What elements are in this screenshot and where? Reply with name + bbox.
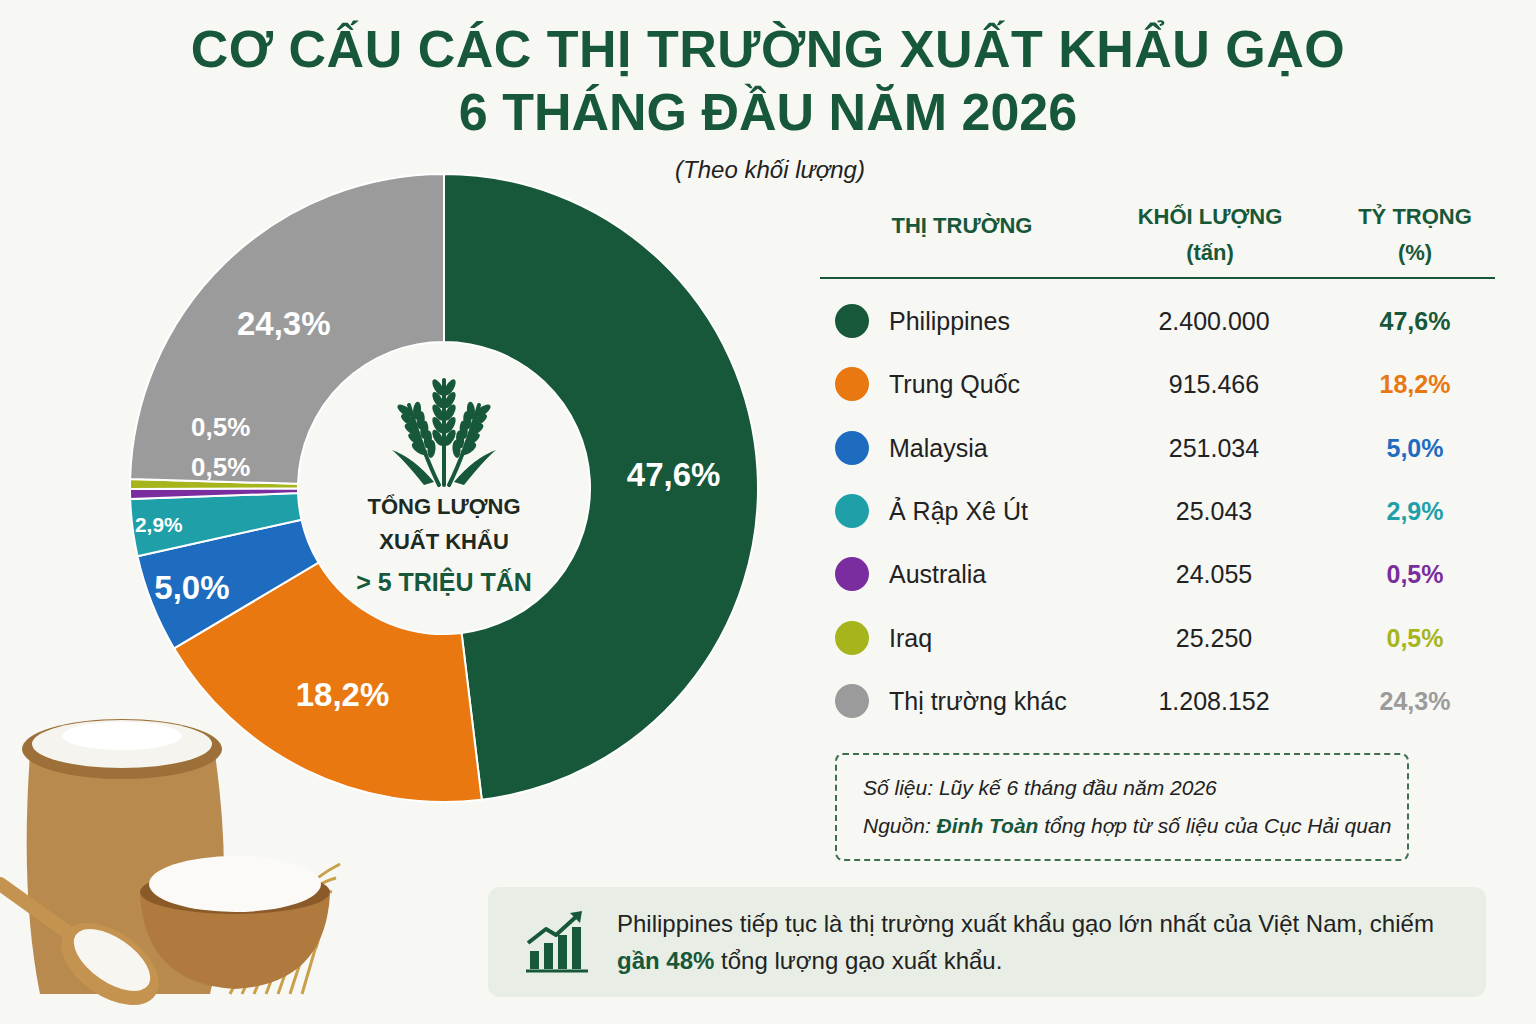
html-text:TỶ TRỌNG: TỶ TRỌNG: [1358, 204, 1472, 230]
html-text:Iraq: Iraq: [889, 623, 933, 652]
html-text:CƠ CẤU CÁC THỊ TRƯỜNG XUẤT KHẨ: CƠ CẤU CÁC THỊ TRƯỜNG XUẤT KHẨU GẠO: [190, 20, 1346, 79]
html-text:25.043: 25.043: [1175, 496, 1253, 525]
html-text:1.208.152: 1.208.152: [1158, 686, 1270, 715]
svg-text:0,5%: 0,5%: [191, 412, 250, 442]
html-text:0,5%: 0,5%: [1386, 559, 1444, 588]
html-text:24.055: 24.055: [1175, 559, 1253, 588]
svg-text:24,3%: 24,3%: [237, 305, 331, 342]
html-text:5,0%: 5,0%: [1386, 433, 1444, 462]
html-text:gần 48% tổng lượng gạo xuất kh: gần 48% tổng lượng gạo xuất khẩu.: [617, 947, 1003, 974]
html-text:KHỐI LƯỢNG: KHỐI LƯỢNG: [1137, 204, 1283, 230]
svg-text:5,0%: 5,0%: [154, 569, 229, 606]
svg-text:0,5%: 0,5%: [191, 452, 250, 482]
html-text:Trung Quốc: Trung Quốc: [889, 369, 1021, 398]
html-text:Philippines tiếp tục là thị tr: Philippines tiếp tục là thị trường xuất …: [617, 910, 1434, 937]
html-text:0,5%: 0,5%: [1386, 623, 1444, 652]
html-text:47,6%: 47,6%: [1379, 306, 1451, 335]
html-text:TỔNG LƯỢNG: TỔNG LƯỢNG: [367, 494, 521, 520]
svg-text:47,6%: 47,6%: [627, 456, 721, 493]
html-text:251.034: 251.034: [1168, 433, 1260, 462]
html-text:Ả Rập Xê Út: Ả Rập Xê Út: [889, 496, 1028, 525]
html-text:Malaysia: Malaysia: [889, 433, 988, 462]
html-text:24,3%: 24,3%: [1379, 686, 1451, 715]
html-text:Philippines: Philippines: [889, 306, 1010, 335]
html-text:2,9%: 2,9%: [1386, 496, 1444, 525]
html-text:Số liệu: Lũy kế 6 tháng đầu nă: Số liệu: Lũy kế 6 tháng đầu năm 2026: [863, 776, 1217, 799]
html-text:25.250: 25.250: [1175, 623, 1253, 652]
html-text:Thị trường khác: Thị trường khác: [889, 686, 1067, 715]
html-text:Nguồn: Đinh Toàn tổng hợp từ s: Nguồn: Đinh Toàn tổng hợp từ số liệu của…: [863, 814, 1392, 837]
html-text:18,2%: 18,2%: [1379, 369, 1451, 398]
html-text:THỊ TRƯỜNG: THỊ TRƯỜNG: [891, 213, 1033, 239]
html-text:(tấn): (tấn): [1186, 240, 1234, 266]
html-text:XUẤT KHẨU: XUẤT KHẨU: [379, 529, 509, 555]
html-text:(Theo khối lượng): (Theo khối lượng): [675, 156, 865, 184]
html-text:Australia: Australia: [889, 559, 987, 588]
svg-text:18,2%: 18,2%: [296, 676, 390, 713]
html-text:6 THÁNG ĐẦU NĂM 2026: 6 THÁNG ĐẦU NĂM 2026: [458, 83, 1078, 142]
html-text:915.466: 915.466: [1168, 369, 1260, 398]
html-text:> 5 TRIỆU TẤN: > 5 TRIỆU TẤN: [356, 567, 532, 596]
svg-text:2,9%: 2,9%: [135, 513, 182, 536]
html-text:2.400.000: 2.400.000: [1158, 306, 1270, 335]
